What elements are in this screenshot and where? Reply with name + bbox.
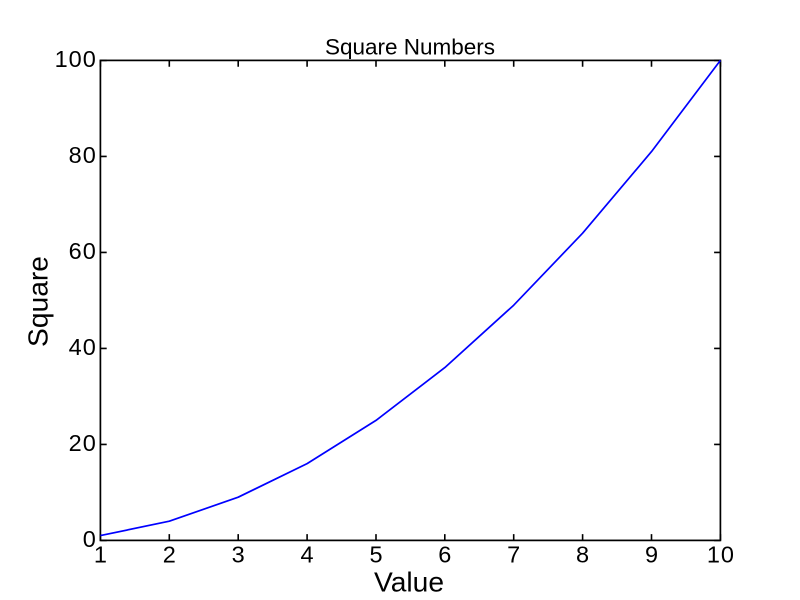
svg-text:10: 10 [707, 542, 735, 568]
svg-text:7: 7 [507, 542, 521, 568]
svg-text:3: 3 [232, 542, 246, 568]
svg-text:20: 20 [69, 430, 97, 456]
svg-text:Value: Value [374, 566, 444, 598]
svg-text:5: 5 [369, 542, 383, 568]
svg-text:4: 4 [301, 542, 315, 568]
svg-text:Square Numbers: Square Numbers [325, 35, 495, 60]
svg-text:Square: Square [21, 256, 53, 347]
svg-text:40: 40 [69, 334, 97, 360]
svg-text:100: 100 [55, 46, 97, 72]
svg-text:80: 80 [69, 142, 97, 168]
svg-text:0: 0 [83, 526, 97, 552]
svg-text:60: 60 [69, 238, 97, 264]
svg-text:9: 9 [645, 542, 659, 568]
svg-text:6: 6 [438, 542, 452, 568]
svg-text:2: 2 [163, 542, 177, 568]
svg-text:8: 8 [576, 542, 590, 568]
svg-text:1: 1 [94, 542, 108, 568]
